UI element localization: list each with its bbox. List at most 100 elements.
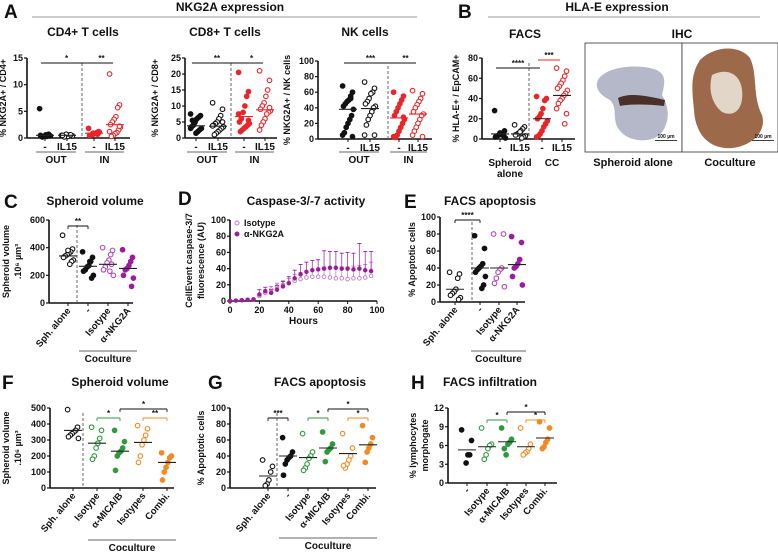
x-tick-label: 100: [369, 305, 384, 315]
chart-title: Spheroid volume: [71, 375, 169, 389]
data-point: [349, 445, 356, 451]
chart-title: Caspase-3/-7 activity: [247, 194, 366, 208]
data-point: [144, 425, 151, 432]
data-point: [310, 274, 315, 279]
y-tick-label: 3: [439, 459, 444, 469]
y-tick-label: 400: [30, 243, 45, 253]
data-point: [339, 276, 344, 281]
y-tick-label: 0: [221, 483, 226, 493]
group-3: [119, 246, 137, 306]
group-0: [259, 457, 277, 491]
data-point: [390, 133, 397, 140]
data-point: [269, 463, 276, 470]
series-1: [227, 243, 374, 304]
data-point: [187, 125, 194, 132]
group-0: [446, 269, 464, 305]
y-tick-label: 20: [426, 280, 436, 290]
data-point: [263, 289, 268, 294]
data-point: [349, 133, 356, 140]
y-tick-label: 20: [216, 467, 226, 477]
data-point: [481, 245, 488, 252]
panel-letter-e: E: [404, 192, 417, 213]
data-point: [503, 452, 509, 458]
data-point: [264, 87, 271, 93]
data-point: [361, 132, 368, 138]
data-point: [362, 459, 369, 466]
group-0: [36, 105, 54, 141]
data-point: [251, 297, 256, 302]
data-point: [280, 472, 287, 479]
y-tick-label: 0: [431, 297, 436, 307]
group-1: [58, 131, 76, 141]
y-axis-label: % Apoptotic cells: [407, 222, 417, 297]
data-point: [533, 134, 540, 140]
y-tick-label: 600: [30, 215, 45, 225]
facs-title: FACS: [509, 27, 541, 41]
data-point: [106, 268, 113, 275]
group-3: [553, 65, 571, 142]
panel-letter-a: A: [4, 2, 18, 23]
significance-label: *: [142, 400, 146, 409]
data-point: [446, 269, 453, 276]
chart-5: Caspase-3/-7 activity 0 20 40 60 80 100 CellEve…: [184, 194, 385, 327]
y-tick-label: 0: [40, 298, 45, 308]
data-point: [340, 462, 347, 469]
data-point: [315, 267, 321, 272]
data-point: [478, 425, 485, 431]
data-point: [553, 65, 560, 71]
legend-marker: [234, 220, 240, 226]
data-point: [491, 280, 498, 287]
group-4: [158, 449, 176, 491]
data-point: [59, 232, 66, 239]
y-axis-label: % NKG2A+ / NK cells: [282, 55, 292, 145]
y-axis-label: fluorescence (AU): [196, 222, 206, 299]
y-axis-label: .10⁶ µm³: [13, 244, 23, 279]
group-4: [536, 418, 554, 486]
data-point: [333, 276, 339, 281]
data-point: [245, 297, 250, 303]
y-tick-label: 10: [171, 101, 181, 111]
data-point: [357, 276, 362, 281]
ihc-title: IHC: [672, 27, 693, 41]
x-tick-label: 40: [284, 305, 294, 315]
x-tick-label: -: [397, 143, 400, 154]
data-point: [319, 429, 326, 435]
data-point: [235, 111, 242, 117]
data-point: [65, 247, 71, 254]
data-point: [539, 445, 546, 452]
data-point: [258, 122, 265, 129]
y-axis-label: CellEvent caspase-3/7: [184, 213, 194, 308]
data-point: [243, 93, 250, 100]
y-tick-label: 80: [216, 231, 226, 241]
data-point: [505, 441, 511, 448]
y-tick-label: 60: [304, 87, 314, 97]
y-tick-label: 80: [216, 419, 226, 429]
data-point: [351, 276, 356, 281]
data-point: [86, 258, 93, 265]
data-point: [266, 77, 273, 84]
group-1: [79, 248, 97, 306]
chart-title: FACS infiltration: [443, 375, 537, 389]
group-1: [511, 121, 529, 142]
group-1: [88, 424, 106, 491]
y-tick-label: 0: [439, 478, 444, 488]
y-tick-label: 100: [31, 467, 46, 477]
data-point: [495, 269, 501, 276]
group-bracket-label: OUT: [196, 155, 217, 166]
significance-label: *: [65, 54, 69, 63]
data-point: [266, 104, 273, 111]
data-point: [481, 456, 488, 463]
data-point: [161, 469, 168, 475]
data-point: [111, 427, 118, 434]
significance-label: **: [402, 54, 409, 63]
group-bracket-label: Coculture: [475, 354, 522, 365]
y-tick-label: 200: [31, 451, 46, 461]
data-point: [36, 105, 43, 112]
data-point: [491, 107, 498, 114]
y-tick-label: 0: [176, 133, 181, 143]
data-point: [518, 239, 525, 246]
data-point: [85, 125, 92, 132]
y-axis-label: Spheroid volume: [1, 225, 11, 298]
data-point: [141, 437, 147, 443]
data-point: [362, 275, 368, 280]
